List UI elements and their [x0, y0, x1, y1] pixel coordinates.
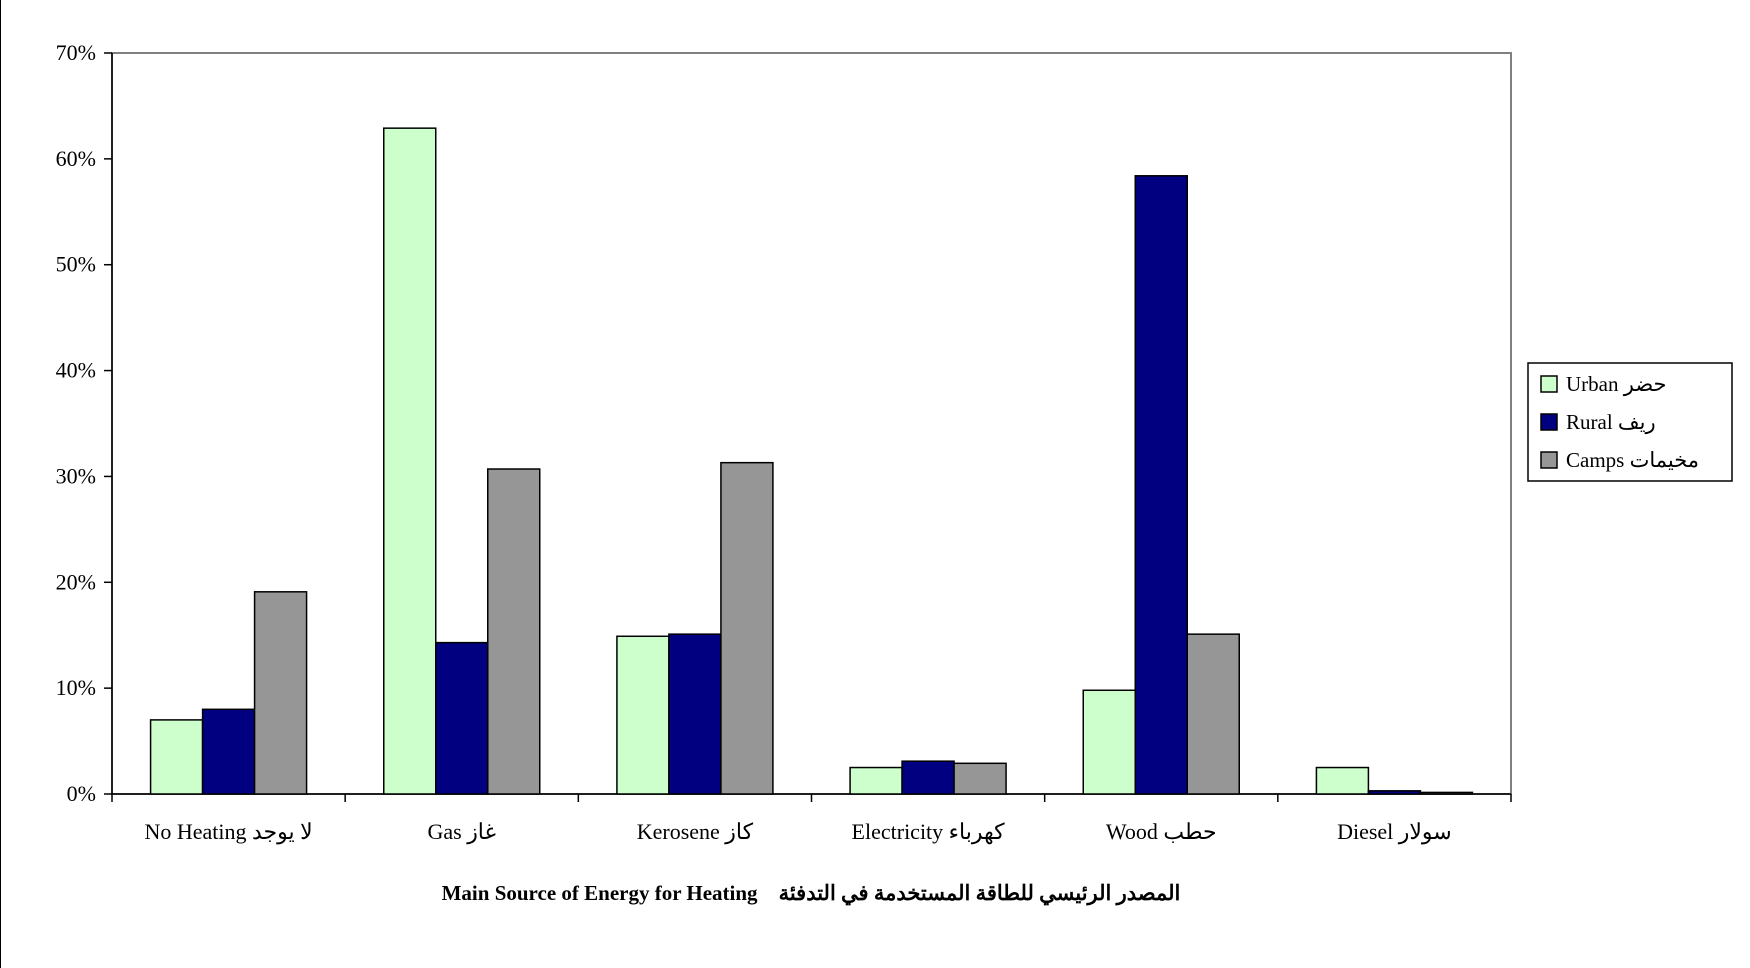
y-tick-label: 60% — [56, 146, 96, 171]
legend-label: Rural ريف — [1566, 410, 1656, 435]
y-tick-label: 70% — [56, 40, 96, 65]
x-tick-label: Diesel سولار — [1337, 819, 1452, 845]
y-tick-label: 20% — [56, 569, 96, 594]
x-tick-label: No Heating لا يوجد — [144, 819, 312, 845]
bar — [953, 762, 1007, 795]
legend-swatch — [1540, 451, 1558, 469]
bar — [487, 468, 541, 795]
y-tick-label: 30% — [56, 463, 96, 488]
bar — [720, 461, 774, 795]
bar — [1134, 175, 1188, 795]
y-tick-label: 50% — [56, 252, 96, 277]
bar — [201, 708, 256, 795]
legend-swatch — [1540, 413, 1558, 431]
x-tick-label: Gas غاز — [427, 819, 496, 845]
bar — [849, 766, 903, 795]
y-tick-label: 10% — [56, 675, 96, 700]
bar — [1315, 766, 1370, 795]
bar — [901, 760, 955, 795]
legend-label: Urban حضر — [1566, 372, 1667, 397]
bar — [1186, 633, 1240, 795]
bar — [1419, 791, 1474, 795]
legend-label: Camps مخيمات — [1566, 448, 1699, 472]
x-axis-title: Main Source of Energy for Heating المصدر… — [442, 881, 1181, 906]
plot-area — [111, 52, 1512, 795]
bar — [1367, 790, 1422, 795]
bar — [149, 719, 204, 795]
legend-swatch — [1540, 375, 1558, 393]
bar — [668, 633, 722, 795]
bar — [435, 641, 489, 795]
legend-box — [1527, 362, 1733, 482]
x-tick-label: Kerosene كاز — [637, 819, 754, 845]
y-tick-label: 0% — [67, 781, 96, 806]
bar — [1082, 689, 1136, 795]
y-tick-label: 40% — [56, 358, 96, 383]
bar — [383, 127, 437, 795]
y-axis: 0% 10% 20% 30% 40% 50% 60% 70% — [56, 40, 113, 806]
bars — [149, 127, 1474, 795]
bar — [616, 635, 670, 795]
x-tick-label: Wood حطب — [1106, 819, 1217, 844]
legend: Urban حضر Rural ريف Camps مخيمات — [1527, 362, 1733, 482]
bar — [253, 591, 308, 795]
x-axis: No Heating لا يوجد Gas غاز Kerosene كاز Ele… — [111, 793, 1512, 845]
x-tick-label: Electricity كهرباء — [852, 819, 1006, 845]
